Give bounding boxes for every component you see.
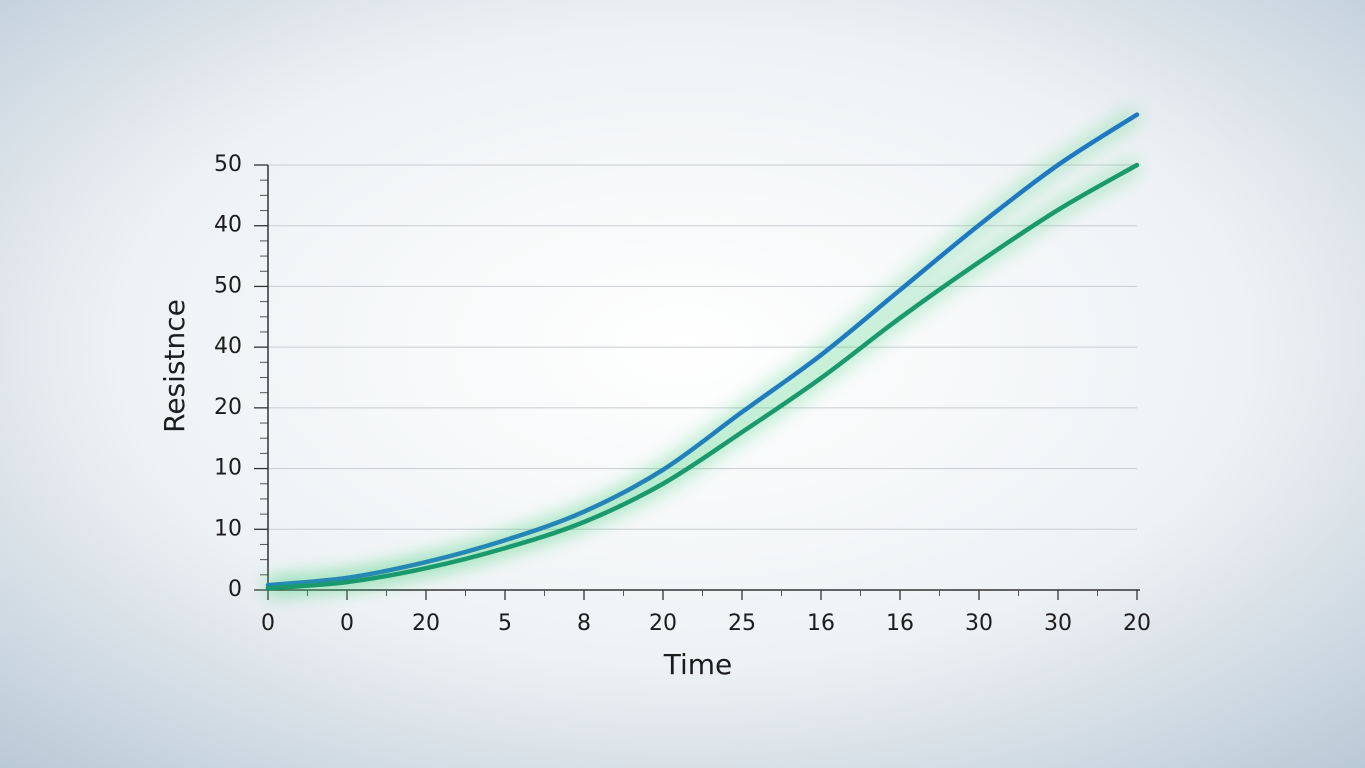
x-tick-label: 0 <box>340 611 354 636</box>
x-tick-label: 20 <box>649 611 677 636</box>
x-tick-label: 20 <box>412 611 440 636</box>
y-tick-label: 40 <box>214 334 242 359</box>
y-tick-label: 10 <box>214 516 242 541</box>
x-tick-label: 16 <box>807 611 835 636</box>
y-tick-label: 50 <box>214 273 242 298</box>
y-tick-label: 50 <box>214 152 242 177</box>
x-tick-label: 8 <box>577 611 591 636</box>
x-tick-label: 5 <box>498 611 512 636</box>
x-tick-label: 20 <box>1123 611 1151 636</box>
y-tick-label: 10 <box>214 456 242 481</box>
x-tick-label: 0 <box>261 611 275 636</box>
y-tick-label: 0 <box>228 577 242 602</box>
y-axis-label: Resistnce <box>158 299 191 433</box>
x-axis-label: Time <box>663 648 733 681</box>
y-tick-label: 40 <box>214 213 242 238</box>
x-tick-label: 30 <box>965 611 993 636</box>
x-tick-label: 30 <box>1044 611 1072 636</box>
series-line <box>265 162 1140 591</box>
x-tick-label: 16 <box>886 611 914 636</box>
y-tick-label: 20 <box>214 395 242 420</box>
x-tick-label: 25 <box>728 611 756 636</box>
